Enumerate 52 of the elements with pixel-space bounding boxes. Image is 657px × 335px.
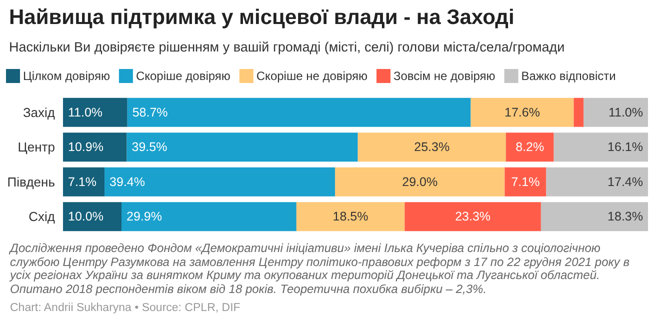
data-label: 23.3%	[455, 210, 491, 224]
y-tick-label: Центр	[18, 140, 55, 155]
legend-label: Цілком довіряю	[23, 69, 110, 83]
chart-subtitle: Наскільки Ви довіряєте рішенням у вашій громаді (місті, селі) голови міста/села/громади	[9, 40, 565, 54]
data-label: 7.1%	[68, 174, 96, 189]
data-label: 10.0%	[68, 210, 104, 224]
y-tick-label: Захід	[22, 104, 56, 120]
bar	[404, 202, 541, 232]
data-label: 16.1%	[608, 140, 643, 154]
data-label: 58.7%	[132, 105, 168, 120]
bar	[63, 98, 128, 127]
bar	[126, 132, 358, 162]
data-label: 8.2%	[516, 140, 544, 154]
bar	[63, 202, 122, 232]
data-label: 17.4%	[608, 174, 643, 189]
legend-label: Скоріше не довіряю	[256, 69, 368, 83]
bar	[546, 167, 648, 196]
text: Дослідження проведено Фондом «Демократичні ініціативи» імені Ілька Кучеріва спільно з соціологічною службою Центру Разумкова на замовлення Центру політико-правових реформ з 17 по 22 грудня 2021 року в усіх регіонах України за винятком Криму та окупованих територій Донецької та Луганської областей. Опитано 2018 респондентів віком від 18 років. Теоретична похибка вибірки – 2,3%.	[10, 241, 631, 296]
data-label: 29.0%	[402, 174, 438, 189]
bar	[358, 132, 506, 162]
y-tick-label: Схід	[28, 209, 56, 224]
bar	[554, 132, 648, 162]
bar	[506, 132, 554, 162]
bar	[296, 202, 405, 232]
bar	[574, 98, 584, 127]
text: Chart: Andrii Sukharyna • Source: CPLR, DIF	[10, 302, 242, 314]
bar	[540, 202, 648, 232]
data-label: 17.6%	[504, 105, 540, 120]
data-label: 10.9%	[68, 140, 104, 154]
data-label: 25.3%	[414, 140, 450, 154]
data-label: 7.1%	[511, 174, 540, 189]
data-label: 18.3%	[608, 210, 643, 224]
data-label: 39.5%	[132, 140, 168, 154]
bar	[504, 167, 546, 196]
legend-label: Скоріше довіряю	[136, 69, 230, 83]
bar	[584, 98, 648, 127]
legend-label: Зовсім не довіряю	[393, 69, 496, 83]
data-label: 11.0%	[608, 105, 643, 120]
bar	[63, 167, 105, 196]
bar	[335, 167, 505, 196]
y-tick-label: Південь	[7, 174, 56, 190]
bar	[470, 98, 574, 127]
data-label: 11.0%	[68, 105, 103, 120]
legend-label: Важко відповісти	[521, 69, 616, 83]
bar	[63, 132, 127, 162]
data-label: 39.4%	[110, 174, 145, 189]
data-label: 18.5%	[332, 210, 368, 224]
bar	[104, 167, 336, 196]
data-label: 29.9%	[126, 210, 162, 224]
bar	[127, 98, 471, 127]
bar	[122, 202, 296, 232]
chart-title: Найвища підтримка у місцевої влади - на Заході	[9, 6, 514, 29]
